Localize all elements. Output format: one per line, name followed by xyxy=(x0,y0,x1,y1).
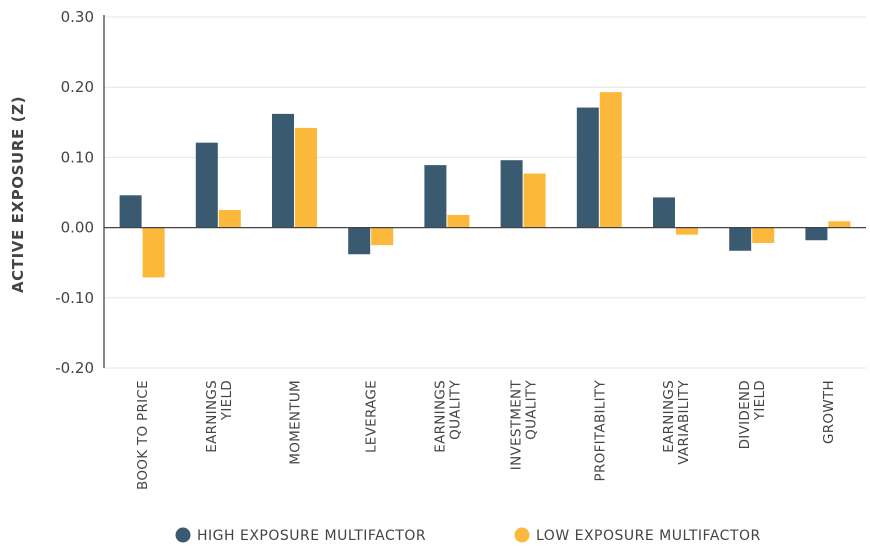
x-category-label-line: LEVERAGE xyxy=(364,380,380,453)
bar-low-exposure xyxy=(523,173,546,228)
x-category-label-line: PROFITABILITY xyxy=(592,380,608,482)
x-category-label: LEVERAGE xyxy=(364,380,380,453)
x-category-label-line: GROWTH xyxy=(821,380,837,444)
x-category-label: BOOK TO PRICE xyxy=(135,380,151,490)
gridlines xyxy=(104,16,866,369)
bar-high-exposure xyxy=(729,227,752,251)
bar-high-exposure xyxy=(576,107,599,228)
legend-marker xyxy=(514,527,530,543)
x-category-label-line: MOMENTUM xyxy=(288,380,304,465)
x-category-label-line: DIVIDEND xyxy=(737,380,753,449)
axes xyxy=(103,15,866,368)
bar-high-exposure xyxy=(653,197,675,228)
x-category-label-line: EARNINGS xyxy=(204,380,220,453)
x-category-label: PROFITABILITY xyxy=(592,380,608,482)
x-category-label: DIVIDEND YIELD xyxy=(737,380,768,449)
bar-high-exposure xyxy=(805,227,828,241)
bar-low-exposure xyxy=(218,210,241,228)
y-tick-label: 0.10 xyxy=(61,148,94,166)
x-category-label-line: VARIABILITY xyxy=(676,380,692,465)
bar-low-exposure xyxy=(599,92,622,228)
x-category-label: EARNINGS QUALITY xyxy=(432,380,463,453)
x-category-label: EARNINGS YIELD xyxy=(204,380,235,453)
bar-high-exposure xyxy=(195,142,218,228)
bar-high-exposure xyxy=(424,165,447,228)
x-category-label: INVESTMENT QUALITY xyxy=(509,380,540,471)
y-tick-label: 0.30 xyxy=(61,8,94,26)
y-tick-label: 0.20 xyxy=(61,78,94,96)
bar-low-exposure xyxy=(142,227,165,278)
bar-low-exposure xyxy=(371,227,394,246)
bar-low-exposure xyxy=(676,227,698,235)
legend: HIGH EXPOSURE MULTIFACTOR LOW EXPOSURE MU… xyxy=(175,527,761,544)
legend-label: HIGH EXPOSURE MULTIFACTOR xyxy=(197,528,426,544)
bar-low-exposure xyxy=(295,127,317,228)
bar-high-exposure xyxy=(348,227,371,255)
x-axis-category-labels: BOOK TO PRICE EARNINGS YIELD MOMENTUM LEVERA… xyxy=(135,380,837,490)
y-tick-label: 0.00 xyxy=(61,219,94,237)
legend-item: LOW EXPOSURE MULTIFACTOR xyxy=(514,527,761,544)
x-category-label: GROWTH xyxy=(821,380,837,444)
x-category-label-line: QUALITY xyxy=(524,380,540,440)
x-category-label-line: INVESTMENT xyxy=(509,380,525,471)
bar-low-exposure xyxy=(447,214,470,228)
x-category-label-line: YIELD xyxy=(219,380,235,421)
legend-marker xyxy=(175,527,191,543)
x-category-label-line: BOOK TO PRICE xyxy=(135,380,151,490)
bar-low-exposure xyxy=(752,227,775,244)
y-axis-title: ACTIVE EXPOSURE (Z) xyxy=(9,96,27,293)
legend-item: HIGH EXPOSURE MULTIFACTOR xyxy=(175,527,426,544)
bars xyxy=(119,92,851,278)
x-category-label: EARNINGS VARIABILITY xyxy=(661,380,692,465)
bar-low-exposure xyxy=(828,221,851,228)
y-tick-label: -0.20 xyxy=(55,359,94,377)
x-category-label-line: EARNINGS xyxy=(432,380,448,453)
x-category-label-line: EARNINGS xyxy=(661,380,677,453)
y-axis-ticks: 0.30 0.20 0.10 0.00 -0.10 -0.20 xyxy=(55,8,94,377)
x-category-label-line: YIELD xyxy=(752,380,768,421)
bar-high-exposure xyxy=(119,195,142,228)
bar-high-exposure xyxy=(272,113,294,228)
x-category-label: MOMENTUM xyxy=(288,380,304,465)
x-category-label-line: QUALITY xyxy=(447,380,463,440)
legend-label: LOW EXPOSURE MULTIFACTOR xyxy=(536,528,761,544)
bar-high-exposure xyxy=(500,160,523,228)
y-tick-label: -0.10 xyxy=(55,289,94,307)
